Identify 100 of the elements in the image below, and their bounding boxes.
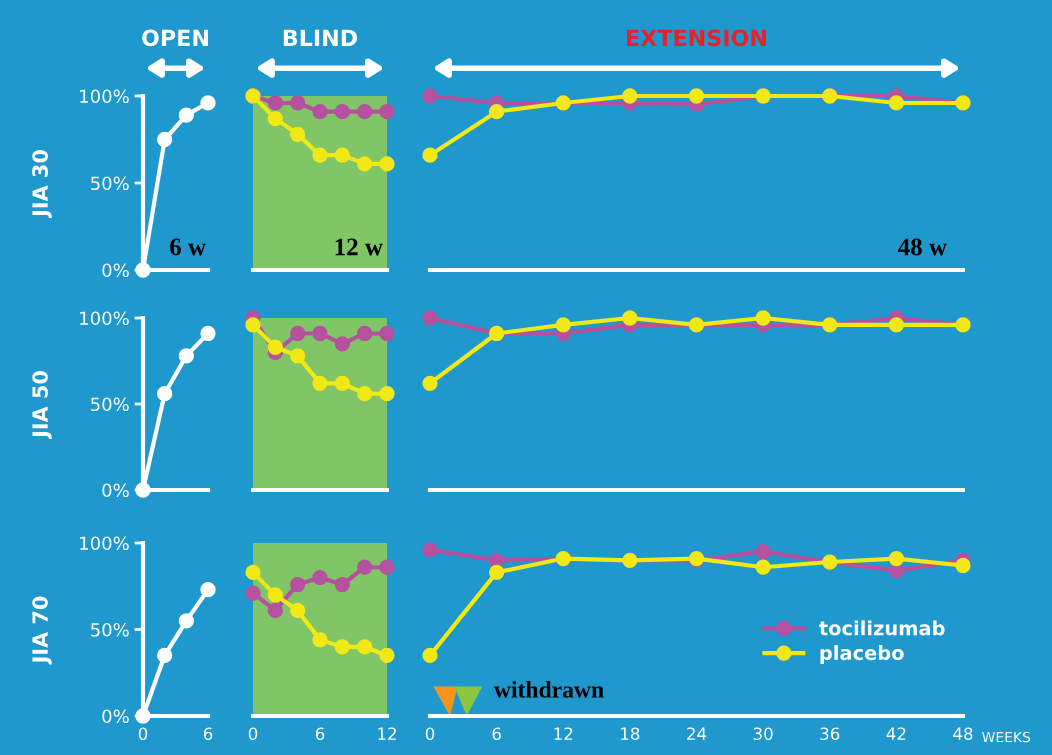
point [422,375,438,391]
point [245,585,261,601]
point [488,564,505,581]
y-tick-label: 100% [80,536,129,551]
point [555,317,571,333]
point [357,386,373,402]
point [200,325,216,342]
point [267,339,283,355]
annotation: 48 w [898,238,947,256]
point [755,544,771,560]
point [488,104,505,120]
point [135,708,151,724]
point [622,310,638,326]
point [267,110,283,127]
point [178,107,194,123]
legend-label: placebo [820,645,904,664]
point [157,386,173,402]
point [178,613,194,629]
point [312,569,328,586]
point [357,104,373,120]
point [312,147,328,163]
point [422,147,438,163]
point [157,647,173,664]
point [888,550,905,567]
point [290,576,306,593]
x-tick-label: 42 [886,727,906,740]
y-tick-label: 50% [91,622,129,637]
y-tick-label: 100% [80,89,129,104]
chart-title: OPEN [142,29,208,47]
point [178,348,194,364]
x-axis-title: WEEKS [982,731,1031,743]
x-tick-label: 6 [203,727,213,741]
point [888,317,905,333]
point [334,336,350,352]
point [312,325,328,342]
x-tick-label: 6 [492,727,501,741]
point [755,559,771,575]
y-axis-title: JIA 50 [32,371,52,440]
y-axis-title: JIA 30 [32,150,52,219]
point [688,88,705,104]
x-tick-label: 0 [425,727,435,741]
point [200,95,216,111]
point [379,559,395,575]
point [290,126,306,142]
point [955,557,971,574]
point [312,104,328,120]
point [334,147,350,163]
annotation: withdrawn [494,681,604,698]
point [422,542,438,558]
point [622,88,638,104]
y-tick-label: 0% [102,263,129,278]
point [290,348,306,364]
point [379,104,395,120]
point [290,325,306,342]
point [422,88,438,104]
point [245,564,261,581]
point [379,647,395,664]
y-tick-label: 50% [91,176,129,191]
chart-title: BLIND [283,29,358,46]
point [312,375,328,391]
x-tick-label: 24 [687,727,707,740]
point [200,582,216,598]
y-tick-label: 0% [102,483,129,498]
point [422,647,438,664]
point [334,576,350,593]
x-tick-label: 36 [820,727,840,741]
point [135,262,151,278]
y-tick-label: 0% [102,709,129,724]
point [334,375,350,391]
point [245,317,261,333]
point [334,104,350,120]
x-tick-label: 0 [248,727,258,741]
chart-title: EXTENSION [627,29,766,47]
point [267,587,283,603]
x-tick-label: 48 [953,727,973,741]
point [357,325,373,342]
point [334,639,350,655]
point [267,602,283,619]
point [422,310,438,326]
x-tick-label: 6 [315,727,325,741]
point [357,156,373,172]
point [312,632,328,648]
point [379,156,395,172]
x-tick-label: 0 [138,727,148,741]
point [157,131,173,148]
point [888,95,905,111]
annotation: 12 w [335,238,383,256]
point [267,95,283,111]
x-tick-label: 12 [378,727,396,740]
point [135,482,151,498]
point [357,639,373,655]
point [379,386,395,402]
point [755,310,771,326]
annotation: 6 w [170,238,206,256]
point [379,325,395,342]
y-axis-title: JIA 70 [32,596,52,665]
y-tick-label: 100% [80,311,129,326]
point [357,559,373,575]
y-tick-label: 50% [91,397,129,412]
point [290,602,306,619]
